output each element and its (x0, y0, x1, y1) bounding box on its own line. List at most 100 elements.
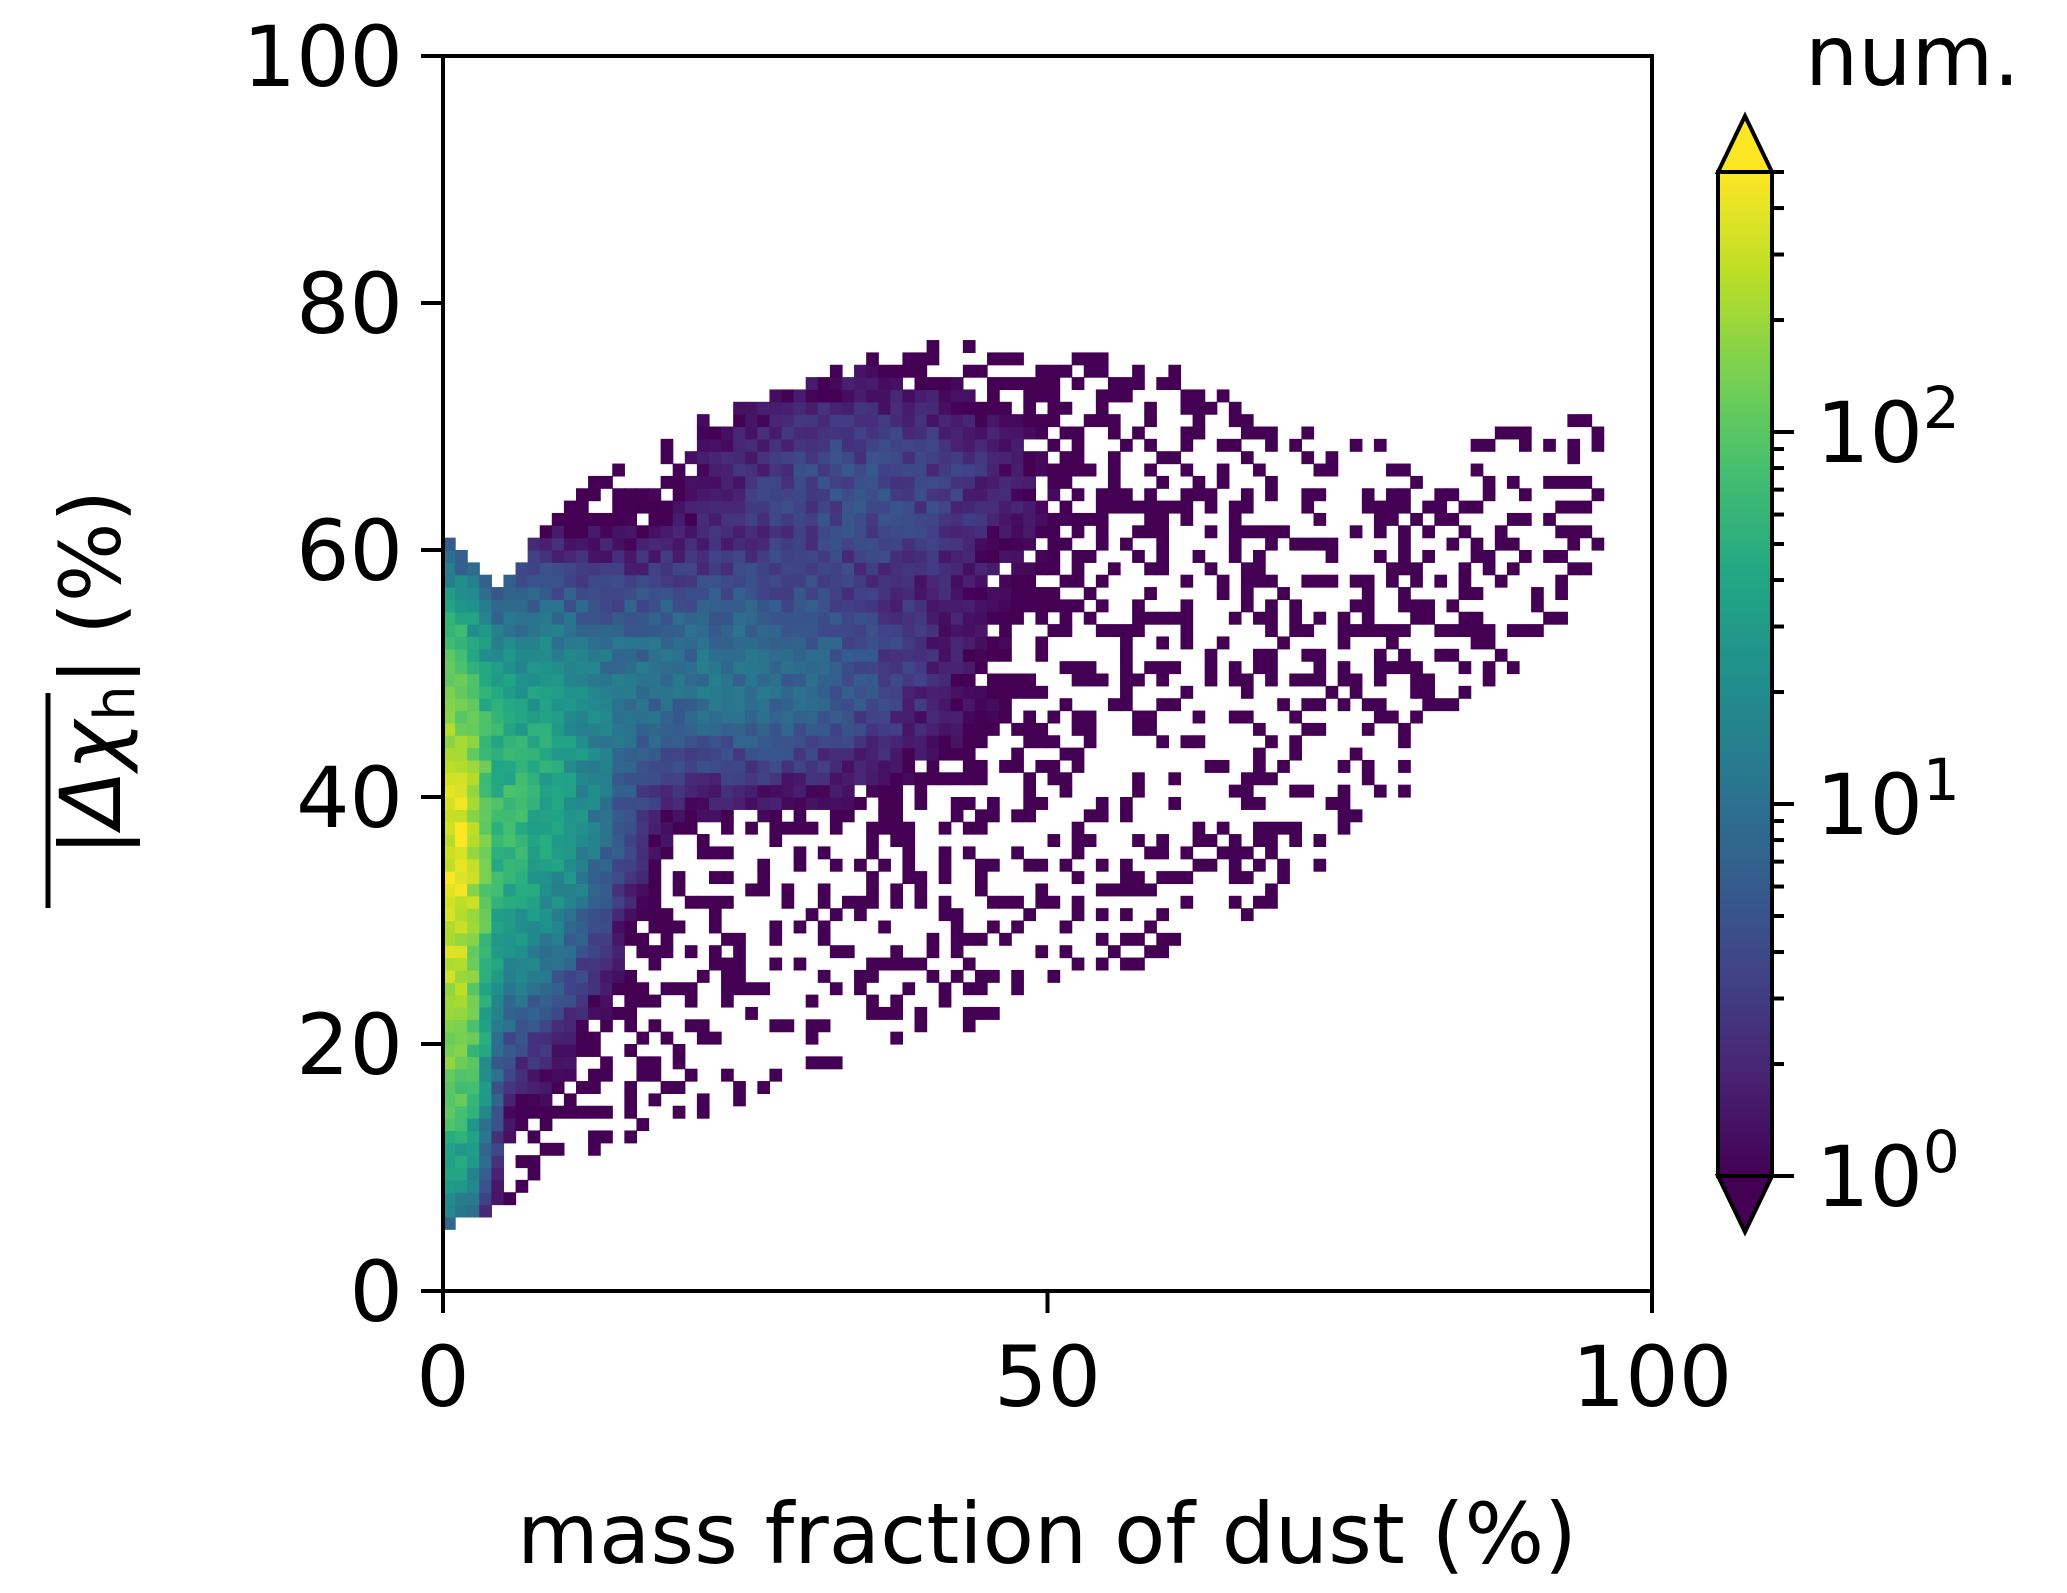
heatmap-cell (479, 834, 492, 847)
heatmap-cell (1144, 438, 1157, 452)
heatmap-cell (1349, 809, 1363, 823)
heatmap-cell (987, 525, 1000, 539)
heatmap-cell (539, 673, 553, 687)
heatmap-cell (443, 784, 456, 798)
heatmap-cell (648, 797, 662, 810)
heatmap-cell (1047, 895, 1061, 909)
heatmap-cell (974, 969, 988, 983)
heatmap-cell (443, 809, 456, 823)
heatmap-cell (938, 661, 952, 675)
heatmap-cell (563, 550, 577, 563)
heatmap-cell (781, 747, 795, 761)
heatmap-cell (636, 747, 650, 761)
heatmap-cell (987, 537, 1000, 551)
heatmap-cell (1446, 624, 1460, 638)
heatmap-cell (745, 710, 758, 724)
heatmap-cell (938, 722, 952, 736)
heatmap-cell (527, 1056, 541, 1070)
heatmap-cell (914, 895, 928, 909)
heatmap-cell (1035, 759, 1049, 773)
heatmap-cell (1180, 389, 1194, 403)
heatmap-cell (757, 784, 771, 798)
heatmap-cell (467, 1155, 480, 1169)
heatmap-cell (1265, 574, 1278, 588)
heatmap-cell (1107, 475, 1121, 489)
heatmap-cell (575, 982, 589, 996)
heatmap-cell (503, 685, 517, 699)
heatmap-cell (866, 673, 879, 687)
heatmap-cell (769, 389, 783, 403)
heatmap-cell (769, 661, 783, 675)
heatmap-cell (878, 500, 891, 514)
heatmap-cell (1216, 438, 1230, 452)
heatmap-cell (443, 550, 456, 563)
heatmap-cell (1144, 525, 1157, 539)
heatmap-cell (588, 587, 601, 600)
heatmap-cell (455, 982, 468, 996)
heatmap-cell (854, 759, 867, 773)
heatmap-cell (503, 797, 517, 810)
heatmap-cell (1228, 500, 1242, 514)
heatmap-cell (1035, 389, 1049, 403)
heatmap-cell (974, 685, 988, 699)
heatmap-cell (479, 920, 492, 934)
heatmap-cell (987, 809, 1000, 823)
heatmap-cell (1519, 512, 1532, 526)
heatmap-cell (1277, 759, 1290, 773)
heatmap-cell (866, 426, 879, 440)
heatmap-cell (914, 735, 928, 749)
heatmap-cell (890, 426, 904, 440)
heatmap-cell (539, 1093, 553, 1107)
heatmap-cell (902, 401, 916, 415)
heatmap-cell (624, 834, 638, 847)
heatmap-cell (999, 512, 1012, 526)
heatmap-cell (1228, 438, 1242, 452)
heatmap-cell (503, 1019, 517, 1033)
heatmap-cell (878, 599, 891, 613)
heatmap-cell (866, 352, 879, 366)
heatmap-cell (684, 673, 698, 687)
heatmap-cell (600, 945, 613, 959)
heatmap-cell (1156, 636, 1169, 650)
heatmap-cell (563, 661, 577, 675)
heatmap-cell (479, 1056, 492, 1070)
heatmap-cell (1180, 636, 1194, 650)
heatmap-cell (455, 871, 468, 885)
heatmap-cell (793, 759, 807, 773)
heatmap-cell (841, 574, 855, 588)
heatmap-cell (938, 599, 952, 613)
heatmap-cell (1265, 624, 1278, 638)
heatmap-cell (1144, 611, 1157, 625)
heatmap-cell (1083, 587, 1097, 600)
heatmap-cell (829, 611, 843, 625)
heatmap-cell (1494, 537, 1508, 551)
heatmap-cell (890, 599, 904, 613)
heatmap-cell (1398, 661, 1411, 675)
heatmap-cell (878, 636, 891, 650)
heatmap-cell (938, 488, 952, 502)
heatmap-cell (962, 414, 976, 428)
heatmap-cell (926, 426, 940, 440)
heatmap-cell (950, 438, 964, 452)
heatmap-cell (1047, 401, 1061, 415)
heatmap-cell (733, 500, 746, 514)
heatmap-cell (600, 574, 613, 588)
heatmap-cell (1023, 475, 1037, 489)
heatmap-cell (600, 673, 613, 687)
heatmap-cell (708, 599, 722, 613)
heatmap-cell (551, 624, 565, 638)
heatmap-cell (1144, 661, 1157, 675)
heatmap-cell (805, 500, 819, 514)
heatmap-cell (721, 969, 734, 983)
heatmap-cell (950, 426, 964, 440)
heatmap-cell (938, 698, 952, 712)
heatmap-cell (467, 587, 480, 600)
heatmap-cell (1253, 426, 1266, 440)
heatmap-cell (708, 759, 722, 773)
heatmap-cell (443, 1216, 456, 1230)
heatmap-cell (781, 574, 795, 588)
heatmap-cell (878, 957, 891, 971)
heatmap-cell (866, 389, 879, 403)
heatmap-cell (1204, 488, 1218, 502)
heatmap-cell (563, 1093, 577, 1107)
